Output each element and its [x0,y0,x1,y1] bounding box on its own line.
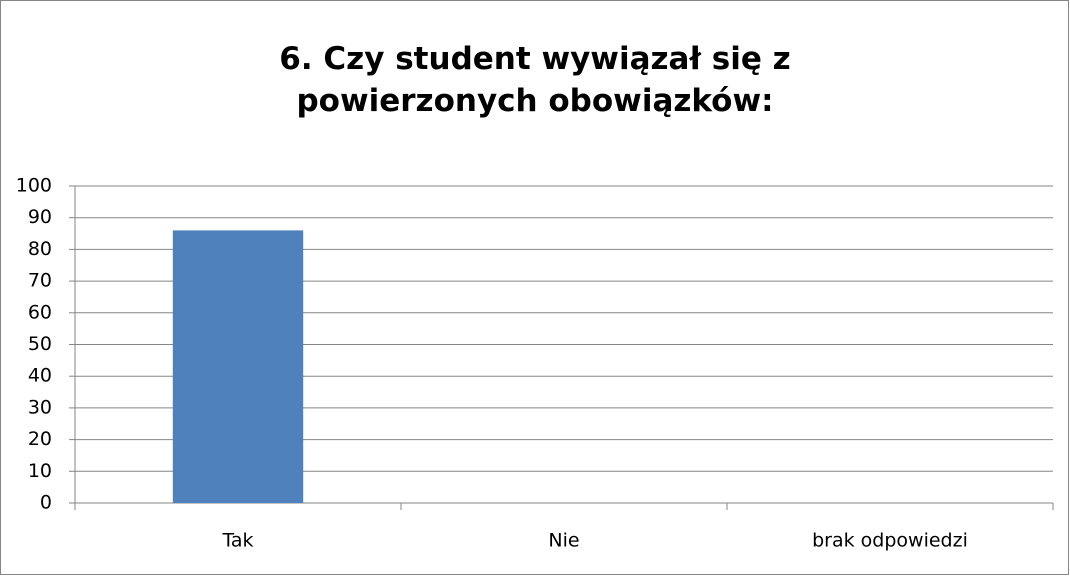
y-tick-label: 0 [40,492,52,514]
y-tick-label: 100 [16,175,52,197]
y-tick-label: 10 [28,460,52,482]
bar [172,230,304,503]
y-tick-label: 20 [28,428,52,450]
y-tick-label: 50 [28,333,52,355]
y-tick-label: 80 [28,238,52,260]
y-tick-label: 60 [28,301,52,323]
x-tick-label: Tak [221,530,253,552]
y-tick-label: 90 [28,206,52,228]
chart-title: 6. Czy student wywiązał się z powierzony… [279,41,791,119]
x-tick-label: brak odpowiedzi [812,530,968,552]
y-tick-label: 70 [28,270,52,292]
y-tick-label: 40 [28,365,52,387]
y-tick-label: 30 [28,396,52,418]
x-tick-label: Nie [548,530,579,552]
